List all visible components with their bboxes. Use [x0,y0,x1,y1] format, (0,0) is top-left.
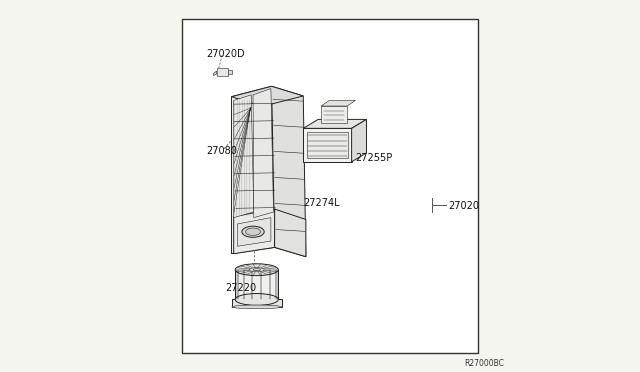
Bar [216,68,228,76]
Bar [228,70,232,74]
Polygon shape [234,95,254,218]
Polygon shape [303,119,367,128]
Text: 27255P: 27255P [355,153,392,163]
Ellipse shape [242,226,264,237]
Ellipse shape [232,305,282,309]
Polygon shape [271,86,306,257]
Ellipse shape [250,268,264,272]
Bar [235,270,278,299]
Polygon shape [232,86,303,106]
Text: 27274L: 27274L [303,198,340,208]
Polygon shape [321,100,355,106]
Ellipse shape [235,294,278,305]
Text: R27000BC: R27000BC [464,359,504,368]
Bar [321,106,347,123]
Bar [307,132,348,158]
Polygon shape [253,89,273,218]
Polygon shape [275,209,306,257]
Text: 27080: 27080 [207,146,237,155]
Text: 27020D: 27020D [207,49,245,59]
Ellipse shape [246,228,260,235]
Polygon shape [214,71,216,76]
Polygon shape [351,119,367,162]
Bar [303,128,351,162]
Polygon shape [234,209,275,254]
Text: 27020: 27020 [449,202,479,211]
Bar [232,299,282,307]
Ellipse shape [235,264,278,276]
Text: 27220: 27220 [225,283,256,293]
Polygon shape [237,218,271,246]
Ellipse shape [253,269,260,271]
Polygon shape [232,86,275,254]
Bar [182,19,478,353]
